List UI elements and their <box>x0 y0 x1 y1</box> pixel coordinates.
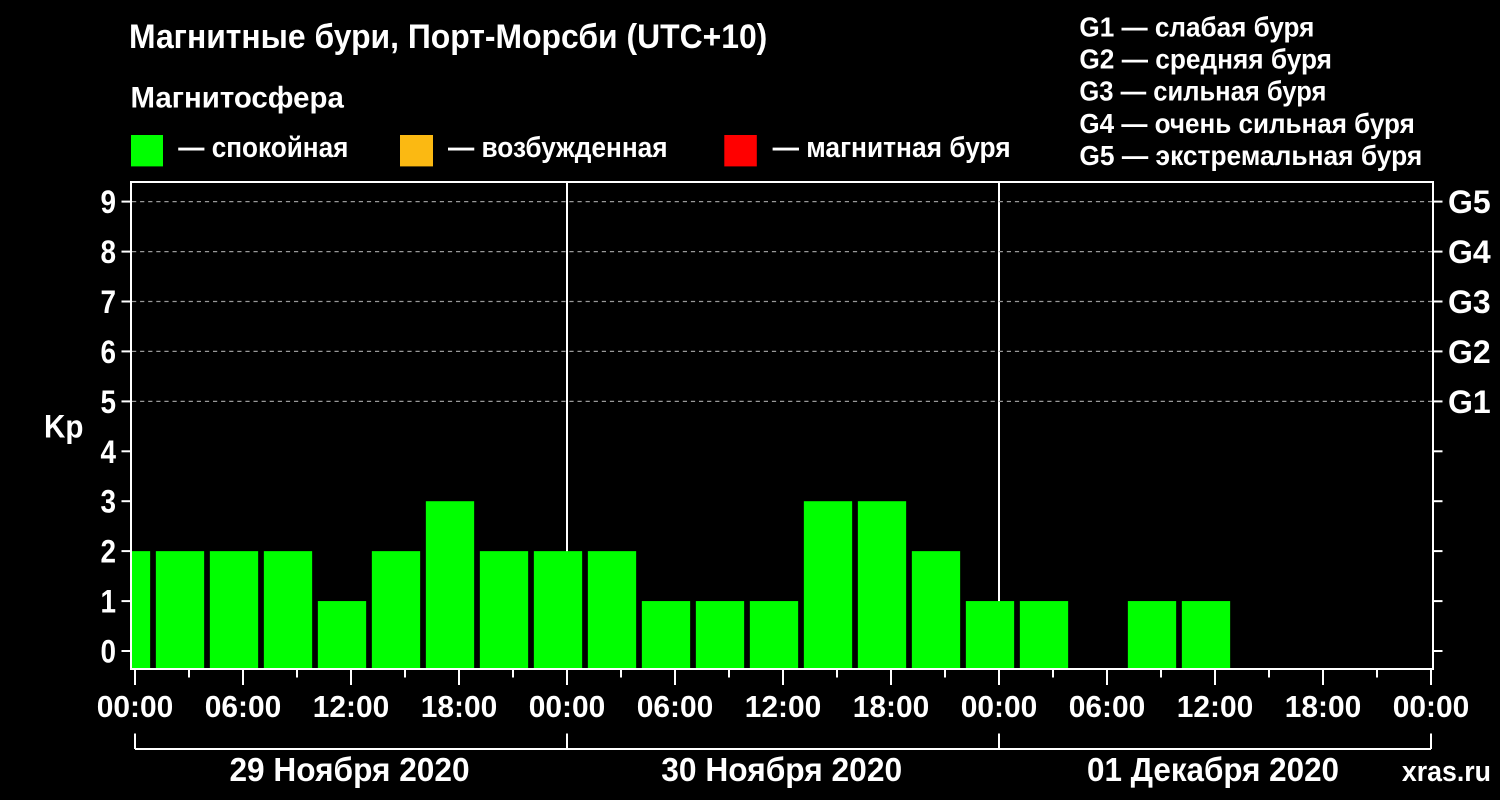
svg-text:— спокойная: — спокойная <box>178 132 348 164</box>
svg-text:30 Ноября 2020: 30 Ноября 2020 <box>661 751 902 788</box>
svg-text:Kp: Kp <box>44 409 83 445</box>
svg-text:12:00: 12:00 <box>313 689 390 724</box>
svg-text:00:00: 00:00 <box>961 689 1038 724</box>
svg-text:5: 5 <box>101 384 117 420</box>
svg-text:G3: G3 <box>1448 284 1491 320</box>
svg-text:6: 6 <box>101 334 117 370</box>
svg-text:3: 3 <box>101 484 117 520</box>
svg-text:29 Ноября 2020: 29 Ноября 2020 <box>229 751 469 788</box>
svg-text:G3 — сильная буря: G3 — сильная буря <box>1079 76 1326 107</box>
svg-text:4: 4 <box>101 434 117 470</box>
svg-text:1: 1 <box>101 584 117 620</box>
svg-text:— возбужденная: — возбужденная <box>448 132 668 164</box>
svg-text:12:00: 12:00 <box>745 689 822 724</box>
svg-text:Магнитные бури, Порт-Морсби (U: Магнитные бури, Порт-Морсби (UTC+10) <box>129 18 767 56</box>
svg-text:G1 — слабая буря: G1 — слабая буря <box>1079 12 1314 43</box>
svg-text:— магнитная буря: — магнитная буря <box>773 132 1011 164</box>
svg-text:00:00: 00:00 <box>1393 689 1470 724</box>
svg-text:18:00: 18:00 <box>853 689 930 724</box>
svg-text:18:00: 18:00 <box>1285 689 1362 724</box>
svg-text:G5: G5 <box>1448 184 1491 220</box>
svg-text:G2: G2 <box>1448 334 1491 370</box>
svg-text:01 Декабря 2020: 01 Декабря 2020 <box>1087 751 1339 788</box>
svg-text:0: 0 <box>101 634 117 670</box>
svg-text:G5 — экстремальная буря: G5 — экстремальная буря <box>1079 140 1422 171</box>
svg-text:8: 8 <box>101 234 117 270</box>
svg-text:9: 9 <box>101 184 117 220</box>
svg-text:00:00: 00:00 <box>97 689 174 724</box>
svg-text:12:00: 12:00 <box>1177 689 1254 724</box>
svg-text:G4: G4 <box>1448 234 1491 270</box>
svg-text:G1: G1 <box>1448 384 1491 420</box>
svg-text:G4 — очень сильная буря: G4 — очень сильная буря <box>1079 108 1414 139</box>
svg-text:2: 2 <box>101 534 117 570</box>
svg-text:06:00: 06:00 <box>1069 689 1146 724</box>
svg-text:xras.ru: xras.ru <box>1402 756 1491 788</box>
svg-text:06:00: 06:00 <box>637 689 714 724</box>
svg-text:18:00: 18:00 <box>421 689 498 724</box>
svg-text:Магнитосфера: Магнитосфера <box>131 82 345 115</box>
svg-text:7: 7 <box>101 284 117 320</box>
svg-text:00:00: 00:00 <box>529 689 606 724</box>
svg-text:06:00: 06:00 <box>205 689 282 724</box>
svg-text:G2 — средняя буря: G2 — средняя буря <box>1079 44 1332 75</box>
